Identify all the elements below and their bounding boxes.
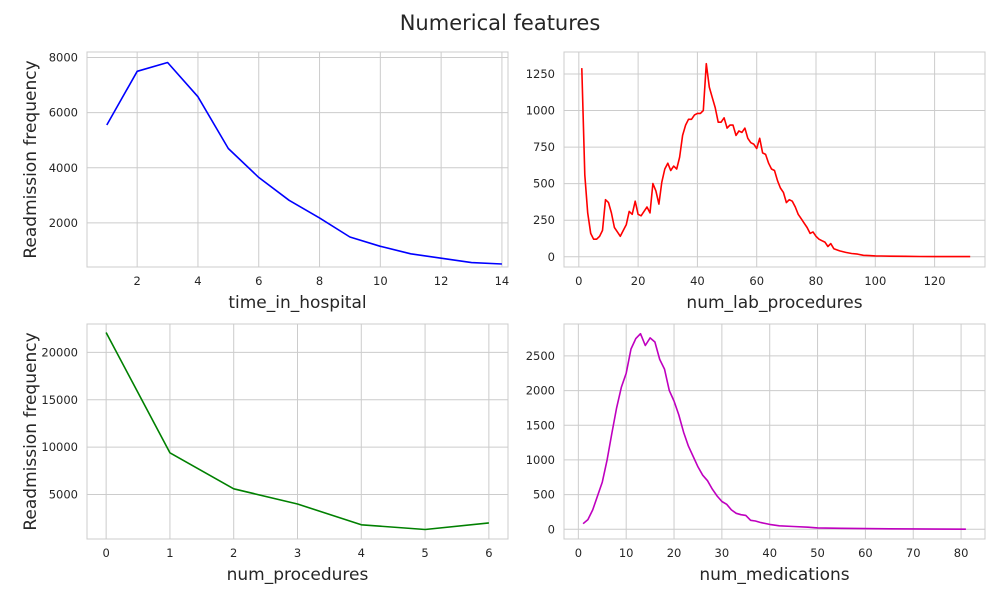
num-lab-procedures-axes-frame bbox=[563, 51, 986, 268]
num-procedures-ytick-label: 10000 bbox=[41, 440, 78, 454]
num-lab-procedures-xlabel: num_lab_procedures bbox=[686, 293, 862, 313]
num-lab-procedures-ytick-label: 1250 bbox=[526, 67, 555, 81]
num-medications-xtick-label: 10 bbox=[619, 546, 634, 560]
num-lab-procedures-xtick-label: 80 bbox=[809, 274, 824, 288]
num-medications-xtick-label: 80 bbox=[954, 546, 969, 560]
time-in-hospital-xlabel: time_in_hospital bbox=[228, 293, 366, 313]
num-medications-xlabel: num_medications bbox=[699, 565, 849, 585]
num-procedures-ytick-label: 20000 bbox=[41, 345, 78, 359]
num-procedures-xtick-label: 5 bbox=[421, 546, 428, 560]
time-in-hospital-xtick-label: 6 bbox=[255, 274, 262, 288]
time-in-hospital-axes-frame bbox=[86, 51, 509, 268]
num-medications-xtick-label: 60 bbox=[858, 546, 873, 560]
num-procedures-ytick-label: 5000 bbox=[49, 487, 78, 501]
subplot-num-lab-procedures: 0 20 40 60 80 100 120 0 250 500 750 1000 1250 num_lab… bbox=[526, 51, 986, 313]
time-in-hospital-xtick-label: 14 bbox=[495, 274, 510, 288]
num-lab-procedures-ytick-label: 250 bbox=[533, 213, 555, 227]
num-medications-xtick-label: 20 bbox=[667, 546, 682, 560]
num-lab-procedures-ytick-label: 1000 bbox=[526, 104, 555, 118]
num-medications-axes-frame bbox=[563, 323, 986, 540]
num-lab-procedures-xtick-label: 120 bbox=[924, 274, 946, 288]
num-lab-procedures-xtick-label: 60 bbox=[749, 274, 764, 288]
num-procedures-xlabel: num_procedures bbox=[227, 565, 369, 585]
num-medications-ytick-label: 2000 bbox=[526, 384, 555, 398]
num-procedures-series-line bbox=[105, 332, 489, 531]
subplot-time-in-hospital: 2 4 6 8 10 12 14 2000 4000 6000 8000 time_in_hospit… bbox=[21, 51, 509, 313]
num-lab-procedures-ytick-label: 500 bbox=[533, 177, 555, 191]
num-lab-procedures-xtick-label: 20 bbox=[631, 274, 646, 288]
num-medications-xtick-label: 0 bbox=[575, 546, 582, 560]
subplot-num-procedures: 0 1 2 3 4 5 6 5000 10000 15000 20000 num_procedures… bbox=[21, 323, 509, 585]
num-procedures-xtick-label: 3 bbox=[294, 546, 301, 560]
num-procedures-xtick-label: 4 bbox=[358, 546, 365, 560]
num-medications-xtick-label: 40 bbox=[762, 546, 777, 560]
num-procedures-xtick-label: 0 bbox=[102, 546, 109, 560]
subplot-num-medications: 0 10 20 30 40 50 60 70 80 0 500 1000 1500 2000 2500 num… bbox=[526, 323, 986, 585]
num-lab-procedures-ytick-label: 0 bbox=[548, 250, 555, 264]
num-medications-xtick-label: 50 bbox=[810, 546, 825, 560]
num-medications-ytick-label: 1000 bbox=[526, 453, 555, 467]
num-medications-xtick-label: 70 bbox=[906, 546, 921, 560]
time-in-hospital-ytick-label: 4000 bbox=[49, 161, 78, 175]
time-in-hospital-xtick-label: 2 bbox=[133, 274, 140, 288]
num-procedures-xtick-label: 2 bbox=[230, 546, 237, 560]
num-medications-xtick-label: 30 bbox=[715, 546, 730, 560]
num-lab-procedures-ytick-label: 750 bbox=[533, 140, 555, 154]
num-procedures-xtick-label: 6 bbox=[485, 546, 492, 560]
num-lab-procedures-xtick-label: 100 bbox=[864, 274, 886, 288]
num-lab-procedures-xtick-label: 0 bbox=[575, 274, 582, 288]
time-in-hospital-ytick-label: 6000 bbox=[49, 106, 78, 120]
num-lab-procedures-xtick-label: 40 bbox=[690, 274, 705, 288]
num-medications-series-line bbox=[582, 332, 966, 531]
num-medications-ytick-label: 500 bbox=[533, 488, 555, 502]
num-lab-procedures-series-line bbox=[581, 62, 971, 258]
num-procedures-xtick-label: 1 bbox=[166, 546, 173, 560]
time-in-hospital-series-line bbox=[106, 61, 502, 265]
time-in-hospital-xtick-label: 8 bbox=[316, 274, 323, 288]
time-in-hospital-ylabel: Readmission frequency bbox=[21, 60, 41, 258]
num-medications-ytick-label: 2500 bbox=[526, 349, 555, 363]
time-in-hospital-ytick-label: 2000 bbox=[49, 216, 78, 230]
num-procedures-axes-frame bbox=[86, 323, 509, 540]
time-in-hospital-xtick-label: 10 bbox=[373, 274, 388, 288]
num-medications-ytick-label: 0 bbox=[548, 522, 555, 536]
num-medications-ytick-label: 1500 bbox=[526, 418, 555, 432]
num-procedures-ytick-label: 15000 bbox=[41, 393, 78, 407]
figure-title: Numerical features bbox=[400, 11, 601, 35]
num-procedures-ylabel: Readmission frequency bbox=[21, 332, 41, 530]
time-in-hospital-xtick-label: 4 bbox=[194, 274, 201, 288]
time-in-hospital-xtick-label: 12 bbox=[434, 274, 449, 288]
time-in-hospital-ytick-label: 8000 bbox=[49, 51, 78, 65]
